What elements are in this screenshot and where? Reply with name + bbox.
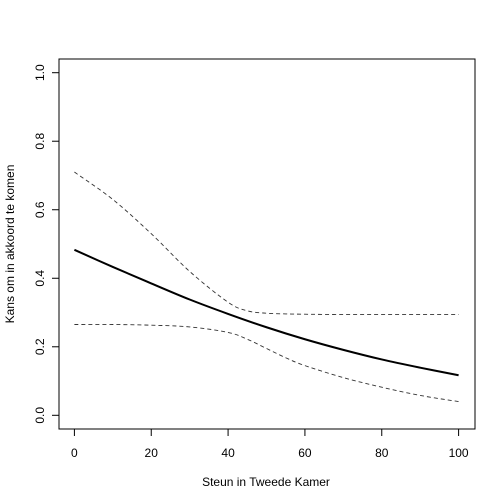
- x-axis-label: Steun in Tweede Kamer: [202, 475, 330, 489]
- x-tick-label: 20: [145, 446, 159, 460]
- y-axis: 0.0 0.2 0.4 0.6 0.8 1.0: [33, 64, 60, 424]
- x-tick-label: 0: [71, 446, 78, 460]
- y-tick-label: 0.6: [33, 201, 47, 218]
- series-layer: [73, 171, 459, 403]
- x-tick-label: 100: [449, 446, 469, 460]
- x-tick-label: 40: [221, 446, 235, 460]
- y-tick-label: 0.2: [33, 338, 47, 355]
- lower-bound-line: [74, 324, 459, 403]
- x-axis: 0 20 40 60 80 100: [71, 428, 469, 460]
- y-tick-label: 0.0: [33, 407, 47, 424]
- upper-bound-line: [74, 171, 459, 316]
- fit-line: [73, 248, 459, 377]
- y-tick-label: 1.0: [33, 64, 47, 81]
- y-tick-label: 0.4: [33, 270, 47, 287]
- y-axis-label: Kans om in akkoord te komen: [3, 165, 17, 324]
- x-tick-label: 80: [375, 446, 389, 460]
- y-tick-label: 0.8: [33, 133, 47, 150]
- x-tick-label: 60: [298, 446, 312, 460]
